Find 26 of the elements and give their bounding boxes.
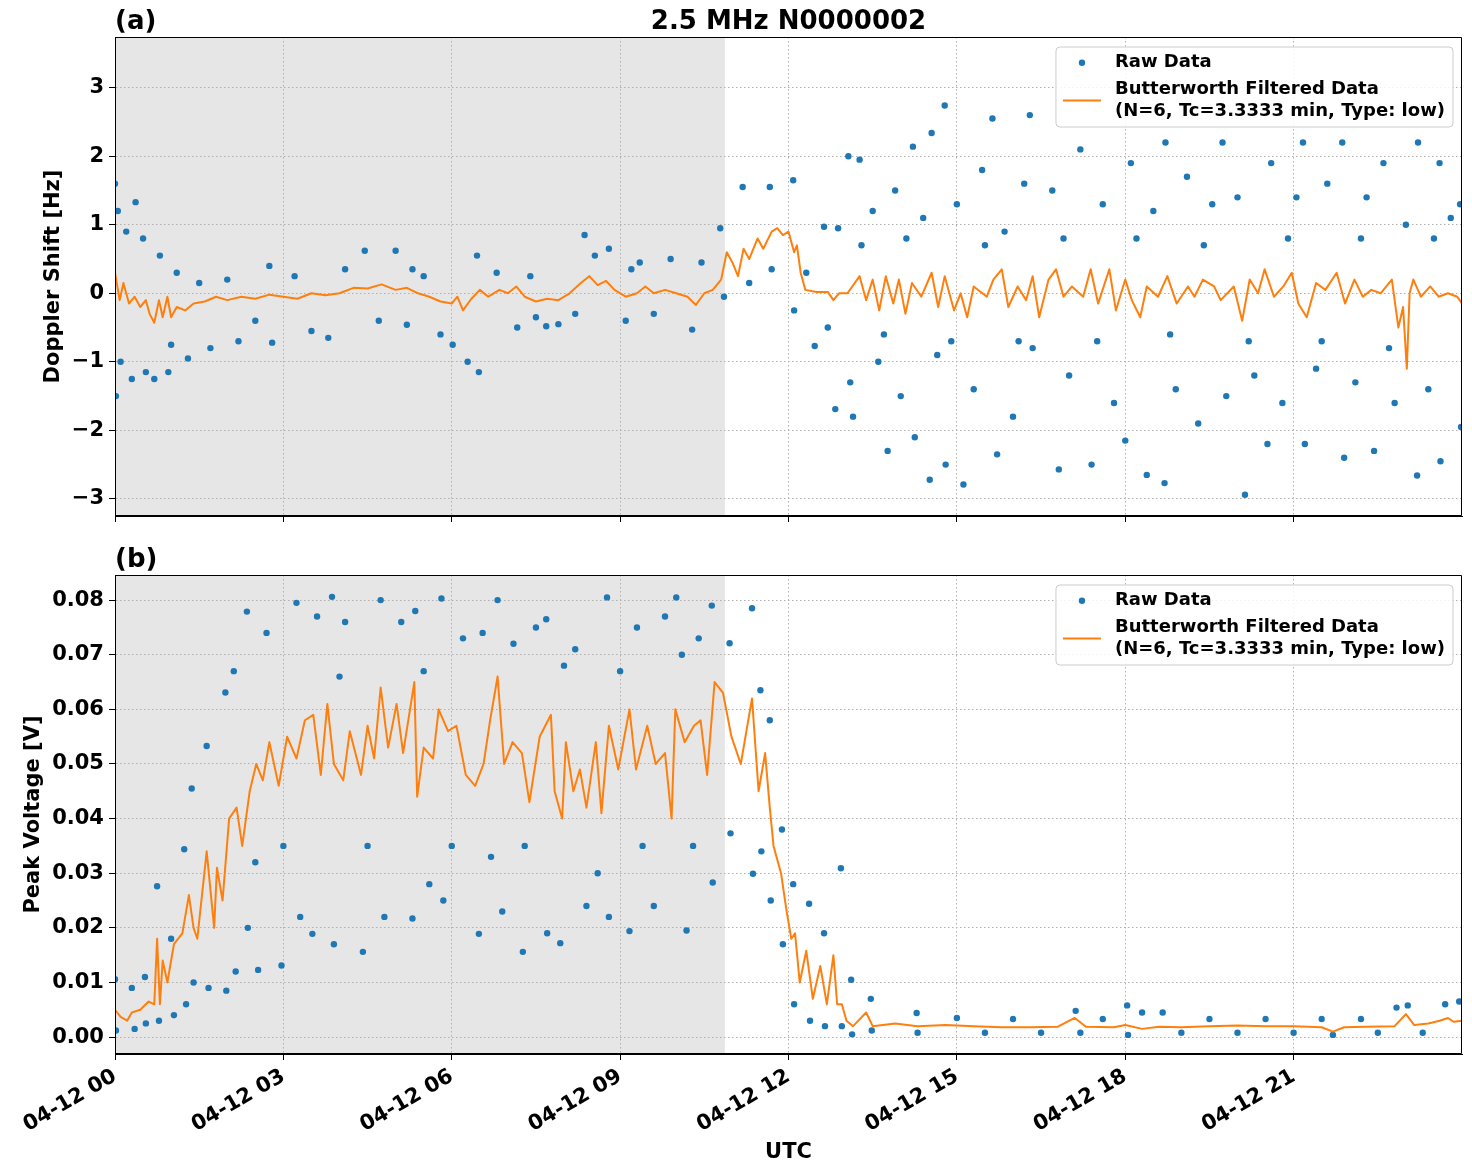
y-axis-title: Peak Voltage [V]	[20, 715, 45, 914]
y-tick-label: 0.07	[52, 641, 104, 666]
text: (b)	[115, 543, 158, 573]
y-tick-label: 0.08	[52, 586, 104, 611]
y-tick-label: 0.02	[52, 914, 104, 939]
y-tick-label: 0.01	[52, 968, 104, 993]
legend-label: Raw Data	[1114, 588, 1212, 610]
y-tick-label: −2	[71, 416, 104, 441]
y-tick-label: 0.00	[52, 1023, 104, 1048]
y-tick-label: 0.03	[52, 859, 104, 884]
text: (a)	[115, 5, 157, 35]
y-tick-label: 1	[89, 211, 104, 236]
y-tick-label: 0	[89, 279, 104, 304]
legend-label: Butterworth Filtered Data (N=6, Tc=3.3333 min, Type: low)	[1114, 615, 1446, 658]
y-tick-label: −3	[71, 485, 104, 510]
y-tick-label: 2	[89, 142, 104, 167]
y-tick-label: 3	[89, 74, 104, 99]
legend-label: Butterworth Filtered Data (N=6, Tc=3.3333 min, Type: low)	[1114, 77, 1446, 120]
legend-label: Raw Data	[1114, 50, 1212, 72]
chart-title: 2.5 MHz N0000002	[650, 5, 927, 35]
y-tick-label: 0.05	[52, 750, 104, 775]
y-tick-label: 0.04	[52, 805, 104, 830]
x-axis-title: UTC	[765, 1139, 812, 1163]
y-axis-title: Doppler Shift [Hz]	[39, 169, 64, 384]
y-tick-label: 0.06	[52, 695, 104, 720]
y-tick-label: −1	[71, 348, 104, 373]
